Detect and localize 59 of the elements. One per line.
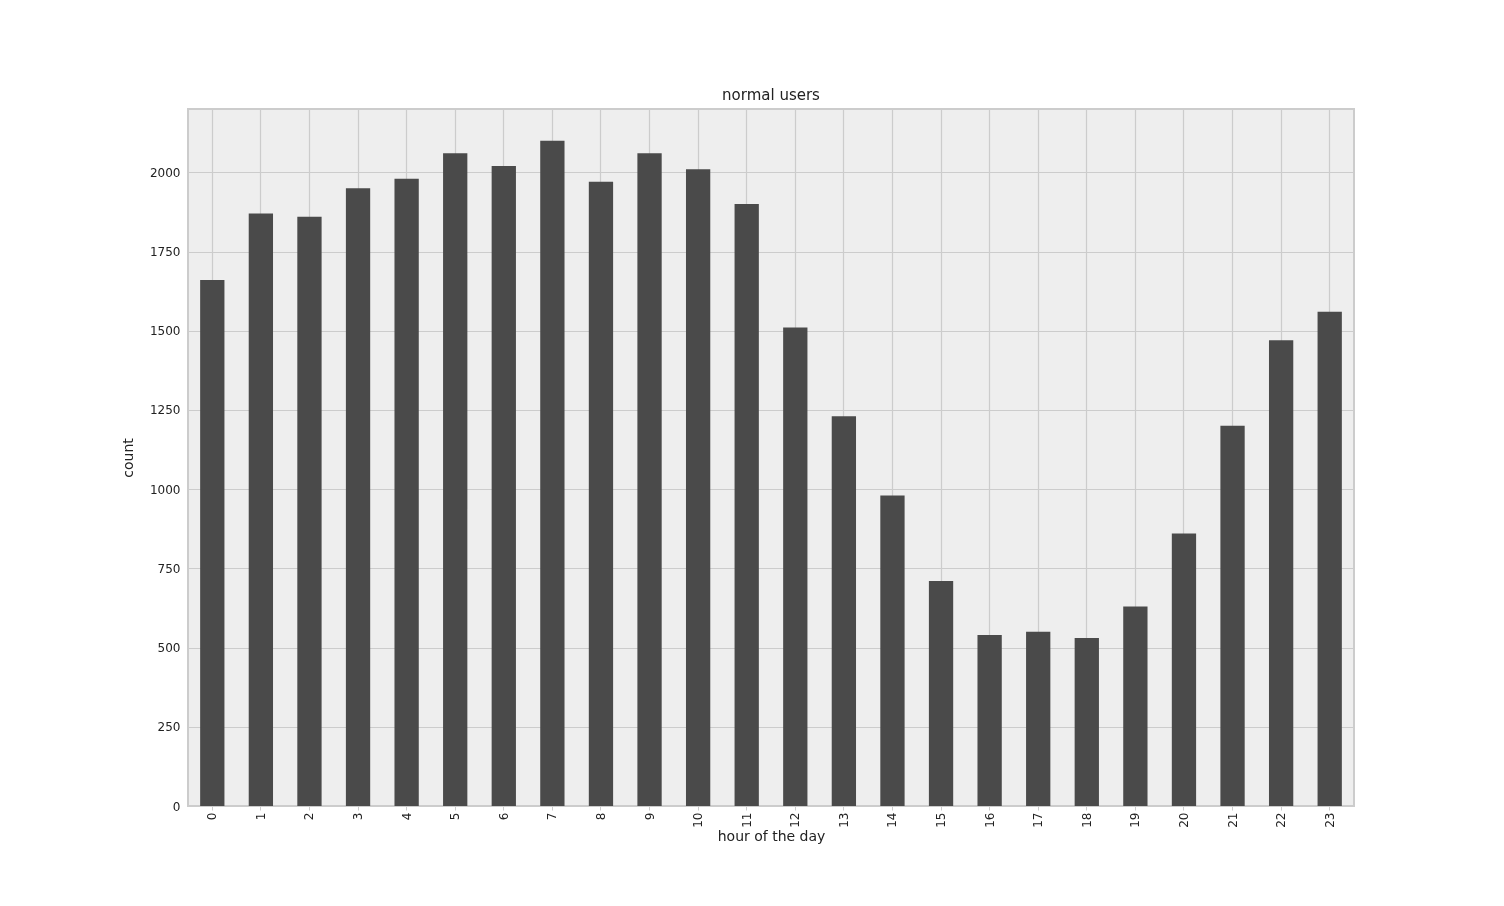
x-tick-label: 2	[302, 812, 317, 821]
y-tick-label: 500	[157, 641, 181, 656]
x-tick-label: 0	[205, 812, 220, 821]
x-tick-label: 16	[982, 812, 997, 828]
x-tick-label: 18	[1079, 812, 1094, 828]
bar	[783, 327, 808, 806]
bar	[977, 634, 1002, 806]
x-tick-label: 14	[885, 812, 900, 828]
x-tick-label: 11	[739, 812, 754, 828]
bar	[588, 181, 614, 806]
bar	[831, 416, 857, 806]
y-tick-label: 1500	[149, 324, 181, 339]
bar	[200, 280, 225, 806]
bar	[685, 169, 711, 806]
x-tick-label: 15	[934, 812, 949, 828]
bar	[345, 188, 371, 806]
bar	[637, 153, 662, 806]
bar	[734, 204, 759, 806]
x-tick-label: 21	[1225, 812, 1240, 828]
x-tick-label: 17	[1031, 812, 1046, 828]
y-axis-title: count	[119, 437, 136, 478]
x-tick-label: 5	[448, 812, 463, 821]
x-tick-label: 19	[1128, 812, 1143, 828]
y-tick-label: 1250	[149, 403, 181, 418]
x-tick-label: 12	[788, 812, 803, 828]
bar	[1317, 311, 1342, 806]
bar	[491, 166, 516, 806]
x-tick-label: 9	[642, 812, 657, 821]
y-tick-label: 250	[157, 720, 181, 735]
bar	[394, 178, 419, 806]
x-tick-label: 3	[351, 812, 366, 821]
y-tick-label: 1000	[149, 482, 181, 497]
x-tick-label: 8	[593, 812, 608, 821]
bar	[880, 495, 905, 806]
x-tick-label: 7	[545, 812, 560, 821]
x-tick-label: 4	[399, 812, 414, 821]
bar	[443, 153, 468, 806]
bar	[1220, 425, 1245, 806]
y-tick-label: 750	[157, 561, 181, 576]
x-axis-title: hour of the day	[717, 827, 826, 844]
bar	[1074, 638, 1099, 806]
x-tick-label: 6	[496, 812, 511, 821]
bar	[248, 213, 274, 806]
x-tick-label: 20	[1176, 812, 1191, 828]
bar	[1171, 533, 1197, 806]
x-tick-label: 23	[1322, 812, 1337, 828]
bar	[1268, 340, 1294, 806]
x-tick-label: 22	[1274, 812, 1289, 828]
bar	[540, 140, 565, 806]
x-tick-label: 10	[691, 812, 706, 828]
bar	[297, 216, 322, 806]
x-tick-label: 13	[836, 812, 851, 828]
chart-title: normal users	[722, 86, 821, 104]
bar	[1026, 631, 1051, 806]
y-tick-label: 1750	[149, 245, 181, 260]
y-tick-label: 2000	[149, 165, 181, 180]
x-tick-label: 1	[253, 812, 268, 821]
bar	[1123, 606, 1148, 806]
bar	[928, 581, 954, 806]
